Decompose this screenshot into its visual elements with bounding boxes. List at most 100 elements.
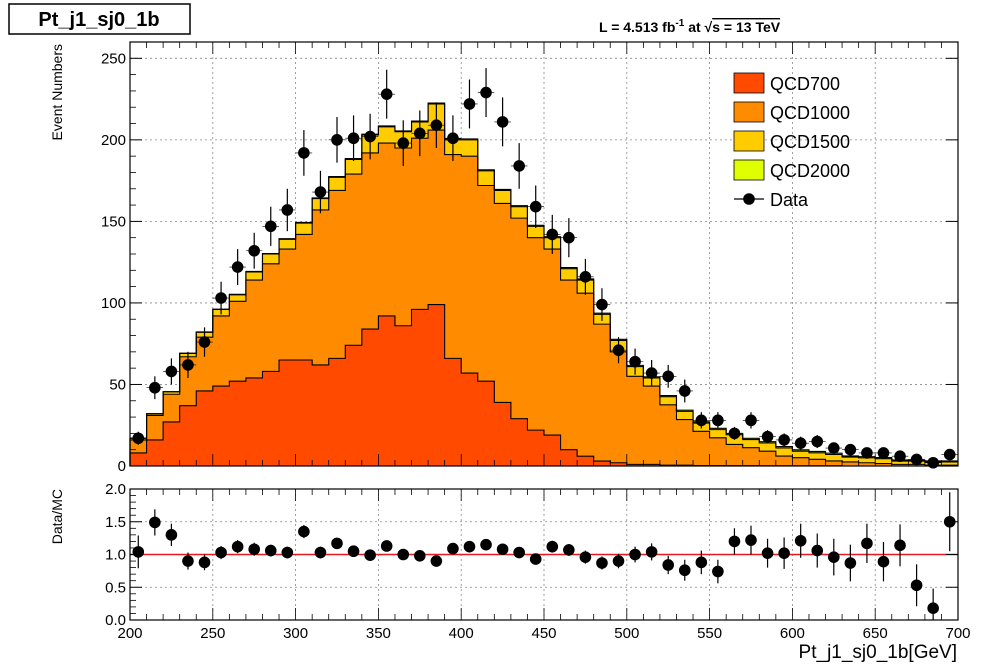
ratio-point bbox=[794, 534, 807, 547]
hist-bar-qcd1500 bbox=[825, 454, 843, 466]
ratio-point bbox=[298, 525, 310, 538]
ratio-point bbox=[380, 540, 393, 552]
data-point bbox=[662, 370, 674, 383]
data-point bbox=[447, 132, 459, 145]
legend-data-marker bbox=[743, 193, 755, 205]
ratio-point bbox=[811, 544, 824, 557]
hist-bar-qcd700 bbox=[378, 315, 396, 466]
legend-label: QCD1500 bbox=[770, 132, 850, 152]
ratio-xtick-label: 550 bbox=[697, 625, 722, 642]
hist-bar-qcd700 bbox=[560, 449, 578, 466]
data-point bbox=[629, 355, 641, 368]
data-point bbox=[596, 298, 608, 311]
legend-swatch-qcd700 bbox=[733, 72, 765, 94]
ratio-point bbox=[215, 546, 227, 559]
hist-outline-qcd2000 bbox=[129, 102, 958, 466]
ratio-point bbox=[430, 555, 443, 567]
main-ticks: 0 50 100 150 200 250 bbox=[101, 42, 959, 475]
ratio-ytick-label: 1.0 bbox=[105, 547, 126, 564]
data-point bbox=[927, 456, 939, 469]
hist-bar-qcd1500 bbox=[858, 457, 876, 466]
ratio-point bbox=[397, 548, 410, 561]
data-point bbox=[612, 344, 625, 357]
ratio-point bbox=[828, 551, 840, 563]
hist-bar-qcd700 bbox=[245, 377, 263, 466]
ratio-ytick-label: 1.5 bbox=[105, 514, 126, 531]
ratio-point bbox=[712, 565, 724, 578]
hist-bar-qcd1000 bbox=[593, 324, 611, 466]
main-ytick-label: 100 bbox=[101, 295, 126, 312]
hist-bar-qcd700 bbox=[444, 358, 462, 466]
hist-bar-qcd700 bbox=[196, 390, 214, 466]
data-point bbox=[347, 132, 360, 145]
ratio-ytick-label: 2.0 bbox=[105, 481, 126, 498]
ratio-point bbox=[745, 534, 757, 546]
ratio-point bbox=[894, 539, 906, 552]
ratio-point bbox=[579, 551, 592, 563]
main-ytick-label: 150 bbox=[101, 213, 126, 230]
ratio-point bbox=[198, 556, 211, 569]
data-point bbox=[463, 98, 476, 110]
hist-bar-qcd1000 bbox=[560, 280, 578, 466]
ratio-point bbox=[612, 555, 625, 567]
ratio-point bbox=[910, 579, 923, 592]
hist-bar-qcd1000 bbox=[494, 203, 512, 466]
hist-bar-qcd700 bbox=[510, 418, 528, 466]
data-point bbox=[794, 437, 807, 449]
ratio-point bbox=[414, 550, 426, 562]
ratio-data-points bbox=[132, 492, 956, 620]
hist-bar-qcd700 bbox=[394, 325, 412, 466]
data-point bbox=[877, 447, 890, 459]
ratio-point bbox=[463, 540, 476, 553]
data-point bbox=[496, 116, 509, 128]
ratio-point bbox=[877, 555, 890, 568]
data-point bbox=[380, 88, 393, 100]
hist-bar-qcd700 bbox=[428, 304, 446, 466]
ratio-ticks: 0.0 0.5 1.0 1.5 2.0 200 250 300 350 400 450 500 550 6… bbox=[105, 481, 970, 642]
data-point bbox=[645, 367, 658, 379]
ratio-point bbox=[248, 543, 260, 556]
ratio-point bbox=[347, 545, 360, 558]
data-point bbox=[761, 430, 774, 443]
ratio-xtick-label: 200 bbox=[117, 625, 142, 642]
hist-bar-qcd1000 bbox=[659, 404, 677, 466]
hist-bar-qcd700 bbox=[212, 386, 230, 466]
hist-bar-qcd700 bbox=[626, 464, 644, 466]
data-point bbox=[811, 435, 824, 448]
legend-swatch-qcd1500 bbox=[733, 130, 765, 152]
hist-bar-qcd700 bbox=[130, 452, 147, 466]
hist-bar-qcd1000 bbox=[792, 457, 810, 466]
data-point bbox=[314, 186, 327, 198]
data-point bbox=[414, 127, 426, 140]
data-point bbox=[430, 119, 443, 131]
data-point bbox=[264, 220, 277, 233]
hist-bar-qcd1000 bbox=[759, 451, 777, 466]
data-point bbox=[828, 442, 840, 454]
main-ytick-label: 250 bbox=[101, 50, 126, 67]
hist-bar-qcd700 bbox=[494, 402, 512, 466]
data-point bbox=[728, 427, 741, 440]
main-data-points bbox=[130, 68, 958, 469]
hist-bar-qcd1000 bbox=[510, 218, 528, 466]
hist-bar-qcd700 bbox=[279, 360, 296, 466]
ratio-point bbox=[861, 537, 873, 550]
ratio-point bbox=[563, 544, 575, 556]
hist-bar-qcd700 bbox=[544, 435, 561, 466]
ratio-xtick-label: 400 bbox=[449, 625, 474, 642]
energy-label: s = 13 TeV bbox=[712, 19, 781, 35]
lumi-exp: -1 bbox=[675, 18, 684, 29]
ratio-point bbox=[529, 553, 542, 565]
lumi-label: L = 4.513 fb-1 at √s = 13 TeV bbox=[599, 18, 781, 35]
hist-bar-qcd700 bbox=[577, 456, 595, 466]
main-grid bbox=[130, 42, 958, 466]
data-point bbox=[364, 130, 376, 143]
ratio-point bbox=[447, 542, 459, 555]
data-point bbox=[745, 414, 757, 427]
hist-bar-qcd1000 bbox=[693, 431, 710, 466]
ratio-xtick-label: 450 bbox=[531, 625, 556, 642]
hist-bar-qcd1000 bbox=[825, 460, 843, 466]
data-point bbox=[695, 414, 708, 427]
ratio-ytick-label: 0.0 bbox=[105, 612, 126, 629]
data-point bbox=[331, 134, 343, 146]
hist-bar-qcd1000 bbox=[726, 444, 744, 466]
